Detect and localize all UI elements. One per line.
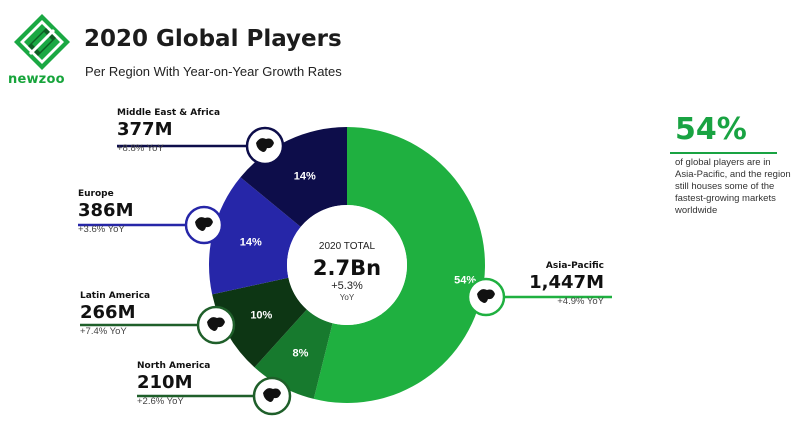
donut-hole (287, 205, 407, 325)
region-value: 1,447M (529, 272, 604, 293)
center-growth: +5.3% (331, 280, 363, 292)
region-name: Middle East & Africa (117, 108, 221, 118)
center-total-label: 2020 TOTAL (319, 241, 376, 252)
slice-percent-label: 14% (240, 237, 262, 249)
region-growth: +2.6% YoY (137, 396, 184, 407)
donut-slice (254, 309, 333, 399)
page-title: 2020 Global Players (84, 26, 342, 52)
slice-percent-label: 8% (293, 347, 309, 359)
region-value: 377M (117, 119, 173, 140)
middle-east-africa-map-icon (245, 126, 285, 166)
slice-percent-label: 14% (294, 170, 316, 182)
center-total-value: 2.7Bn (313, 256, 381, 280)
slice-percent-label: 54% (454, 274, 476, 286)
region-label-europe: Europe 386M +3.6% YoY (78, 190, 134, 235)
latin-america-map-icon (196, 305, 236, 345)
region-label-apac: Asia-Pacific 1,447M +4.9% YoY (529, 262, 604, 307)
highlight-percent: 54% (675, 112, 747, 147)
region-growth: +3.6% YoY (78, 224, 125, 235)
donut-slice (240, 127, 347, 227)
page-subtitle: Per Region With Year-on-Year Growth Rate… (85, 64, 342, 79)
region-label-mea: Middle East & Africa 377M +8.8% YoY (117, 109, 220, 154)
center-growth-unit: YoY (340, 293, 355, 302)
donut-slice (212, 277, 307, 368)
region-growth: +8.8% YoY (117, 143, 164, 154)
region-name: North America (137, 361, 211, 371)
donut-slice (209, 177, 301, 295)
region-name: Europe (78, 189, 114, 199)
region-value: 386M (78, 200, 134, 221)
region-label-na: North America 210M +2.6% YoY (137, 362, 210, 407)
europe-map-icon (184, 205, 224, 245)
region-label-latam: Latin America 266M +7.4% YoY (80, 292, 150, 337)
region-value: 210M (137, 372, 193, 393)
brand-name: newzoo (8, 72, 65, 87)
region-value: 266M (80, 302, 136, 323)
donut-slice (313, 127, 485, 403)
region-growth: +4.9% YoY (557, 296, 604, 307)
highlight-text: of global players are in Asia-Pacific, a… (675, 157, 791, 216)
region-name: Latin America (80, 291, 151, 301)
north-america-map-icon (252, 376, 292, 416)
asia-pacific-map-icon (466, 277, 506, 317)
highlight-divider (670, 152, 777, 154)
newzoo-logo (14, 14, 70, 70)
slice-percent-label: 10% (250, 310, 272, 322)
region-name: Asia-Pacific (545, 261, 604, 271)
region-growth: +7.4% YoY (80, 326, 127, 337)
